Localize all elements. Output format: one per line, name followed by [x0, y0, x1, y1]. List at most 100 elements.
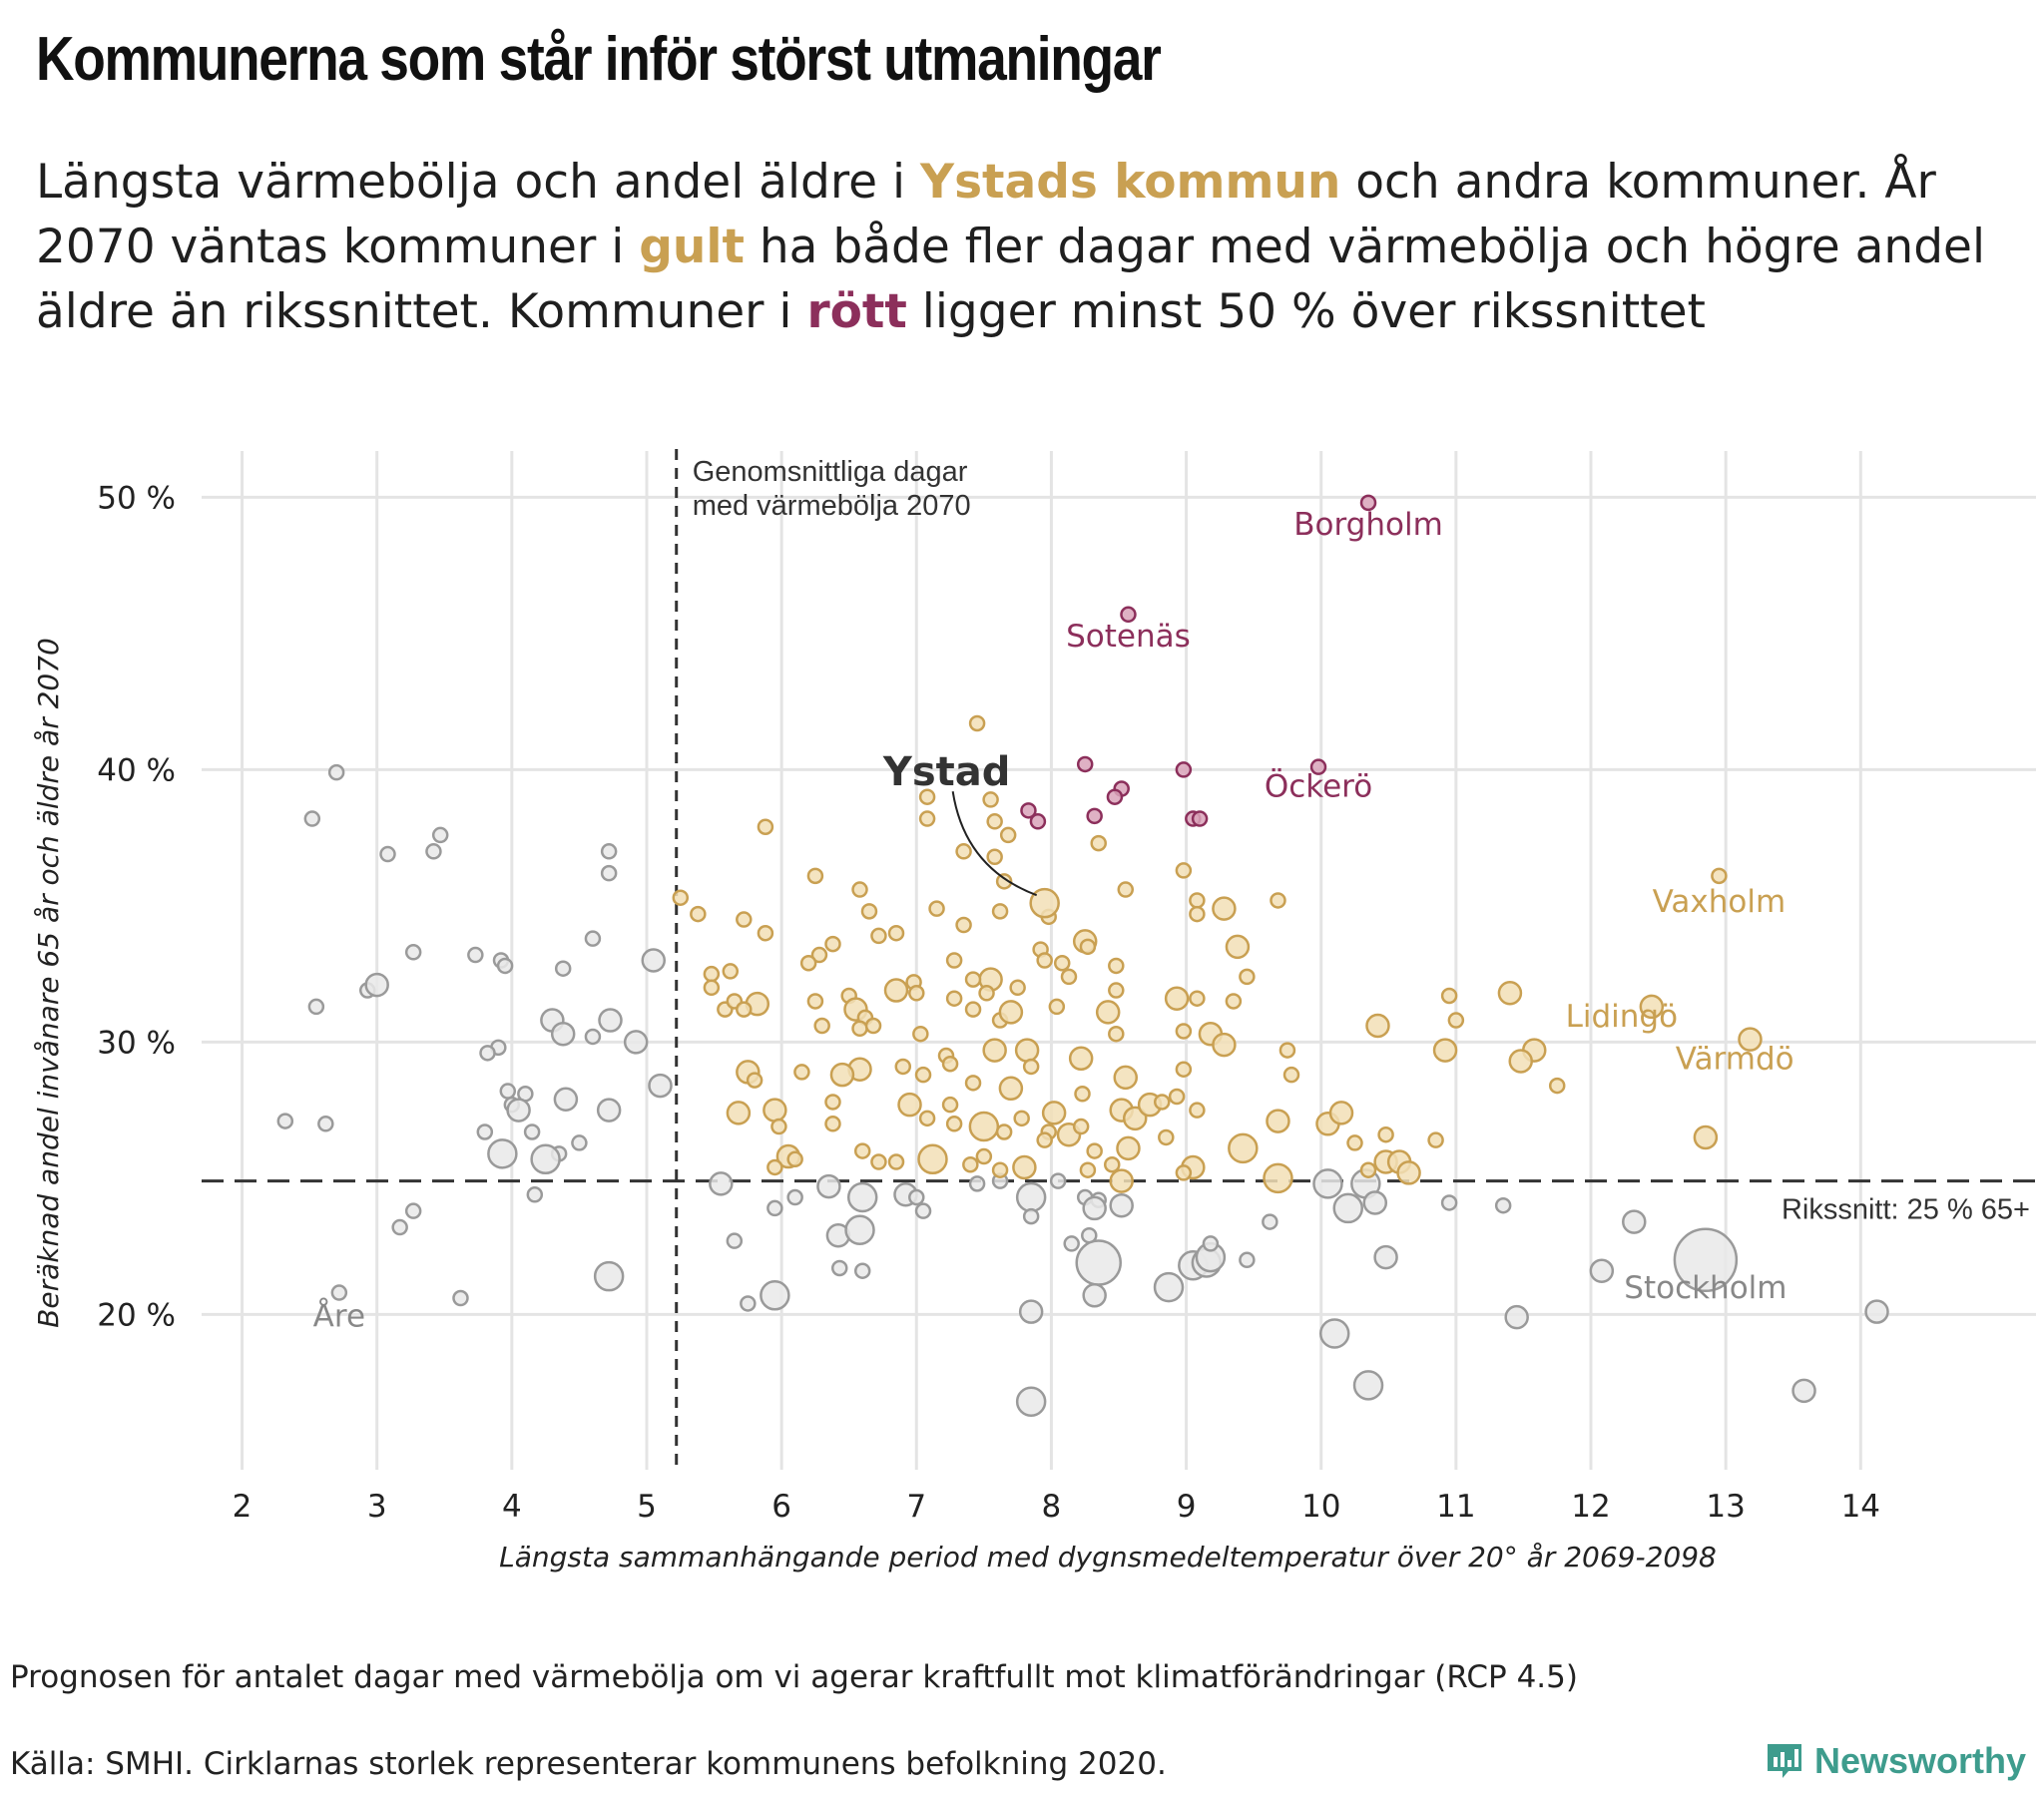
yellow-point: [928, 900, 945, 917]
yellow-point: [1432, 1038, 1458, 1063]
grey-point: [584, 1028, 602, 1046]
yellow-point: [968, 1111, 1000, 1142]
municipality-label: Värmdö: [1676, 1042, 1794, 1078]
yellow-point: [1113, 1065, 1139, 1091]
yellow-point: [726, 1101, 752, 1125]
yellow-point: [736, 1001, 753, 1018]
x-axis-label: Längsta sammanhängande period med dygnsm…: [499, 1541, 1717, 1573]
grey-point: [364, 972, 389, 998]
x-tick-label: 12: [1571, 1489, 1610, 1525]
yellow-point: [1497, 981, 1523, 1006]
yellow-point: [945, 990, 963, 1007]
grey-point: [648, 1073, 673, 1099]
yellow-point: [1074, 1086, 1091, 1103]
grey-point: [968, 1175, 986, 1192]
grey-point: [600, 864, 618, 882]
yellow-point: [824, 935, 841, 953]
grey-point: [479, 1045, 496, 1062]
yellow-point: [991, 1161, 1009, 1178]
yellow-point: [690, 905, 707, 923]
newsworthy-logo: Newsworthy: [1765, 1740, 2026, 1782]
avg-heatwave-label-line: Genomsnittliga dagar: [693, 456, 968, 488]
national-average-label: Rikssnitt: 25 % 65+: [1782, 1194, 2030, 1226]
grey-point: [1318, 1318, 1350, 1349]
yellow-point: [1189, 892, 1206, 909]
grey-point: [452, 1289, 469, 1307]
point-labels: Borgholm Sotenäs Öckerö Vaxholm Lidingö Värmd…: [313, 507, 1794, 1335]
grey-point: [1673, 1227, 1739, 1293]
grey-point: [1239, 1251, 1256, 1269]
yellow-point: [1212, 896, 1237, 921]
method-note: Prognosen för antalet dagar med värmeböl…: [10, 1659, 1578, 1695]
municipality-label: Stockholm: [1624, 1270, 1787, 1306]
grey-point: [1312, 1168, 1343, 1199]
grey-point: [327, 763, 345, 781]
yellow-point: [1189, 1102, 1206, 1119]
yellow-point: [918, 810, 936, 827]
yellow-point: [1168, 1088, 1186, 1106]
grey-point: [1153, 1271, 1185, 1303]
yellow-point: [1175, 862, 1193, 879]
yellow-point: [703, 979, 721, 997]
grey-point: [307, 998, 325, 1016]
yellow-point: [955, 843, 972, 860]
subtitle-highlight-rott: rött: [806, 284, 907, 339]
yellow-point: [1041, 1101, 1067, 1125]
yellow-point: [991, 903, 1009, 920]
yellow-point: [964, 1001, 982, 1018]
grey-point: [1352, 1370, 1384, 1401]
grey-point: [554, 960, 572, 977]
grey-point: [830, 1259, 848, 1277]
yellow-point: [1447, 1012, 1465, 1029]
yellow-point: [1153, 1094, 1171, 1111]
yellow-point: [1108, 982, 1125, 999]
yellow-point: [918, 1110, 936, 1127]
yellow-point: [1079, 1161, 1097, 1178]
yellow-point: [1053, 954, 1071, 972]
yellow-point: [982, 791, 999, 808]
grey-point: [1015, 1181, 1047, 1213]
yellow-point: [722, 963, 740, 980]
yellow-point: [1117, 881, 1135, 898]
yellow-point: [986, 848, 1003, 866]
yellow-point: [1228, 1132, 1259, 1164]
yellow-point: [813, 1017, 830, 1035]
grey-point: [1791, 1378, 1816, 1404]
grey-point: [431, 826, 449, 844]
reference-lines: Genomsnittliga dagar med värmebölja 2070 R…: [202, 449, 2036, 1470]
grey-point: [404, 1202, 422, 1219]
yellow-point: [1108, 1025, 1125, 1043]
subtitle-text-4: ligger minst 50 % över rikssnittet: [906, 284, 1706, 339]
yellow-point: [1090, 834, 1107, 852]
yellow-point: [945, 1116, 963, 1132]
yellow-point: [945, 952, 963, 969]
ystad-point: [1029, 887, 1060, 919]
municipality-label: Borgholm: [1293, 507, 1443, 543]
yellow-point: [995, 1123, 1013, 1140]
y-tick-label: 20 %: [97, 1297, 176, 1333]
grey-point: [786, 1188, 803, 1206]
grey-point: [846, 1181, 878, 1213]
yellow-point: [703, 965, 721, 983]
yellow-point: [757, 818, 774, 835]
grey-point: [1202, 1235, 1220, 1252]
yellow-point: [982, 1038, 1007, 1063]
yellow-point: [1508, 1049, 1533, 1074]
yellow-point: [1013, 1110, 1030, 1127]
yellow-point: [941, 1096, 959, 1114]
subtitle-text-2: och andra kommuner. År 2070 väntas kommu…: [36, 155, 1936, 274]
yellow-point: [1036, 1131, 1053, 1148]
yellow-point: [870, 1153, 887, 1170]
yellow-point: [1396, 1160, 1421, 1185]
logo-text: Newsworthy: [1813, 1740, 2026, 1781]
yellow-point: [1365, 1013, 1390, 1039]
grey-point: [641, 948, 666, 973]
scatter-chart: 2 3 4 5 6 7 8 9 10 11 12 13 14 20 % 30 % 40 % 50 % Genom…: [32, 449, 2036, 1573]
chart-title: Kommunerna som står inför störst utmanin…: [36, 25, 1162, 94]
yellow-point: [1711, 867, 1728, 885]
municipality-label: Sotenäs: [1066, 619, 1191, 655]
grey-point: [1440, 1194, 1458, 1211]
grey-point: [1082, 1195, 1107, 1221]
yellow-point: [1175, 1061, 1193, 1078]
yellow-point: [887, 924, 905, 942]
